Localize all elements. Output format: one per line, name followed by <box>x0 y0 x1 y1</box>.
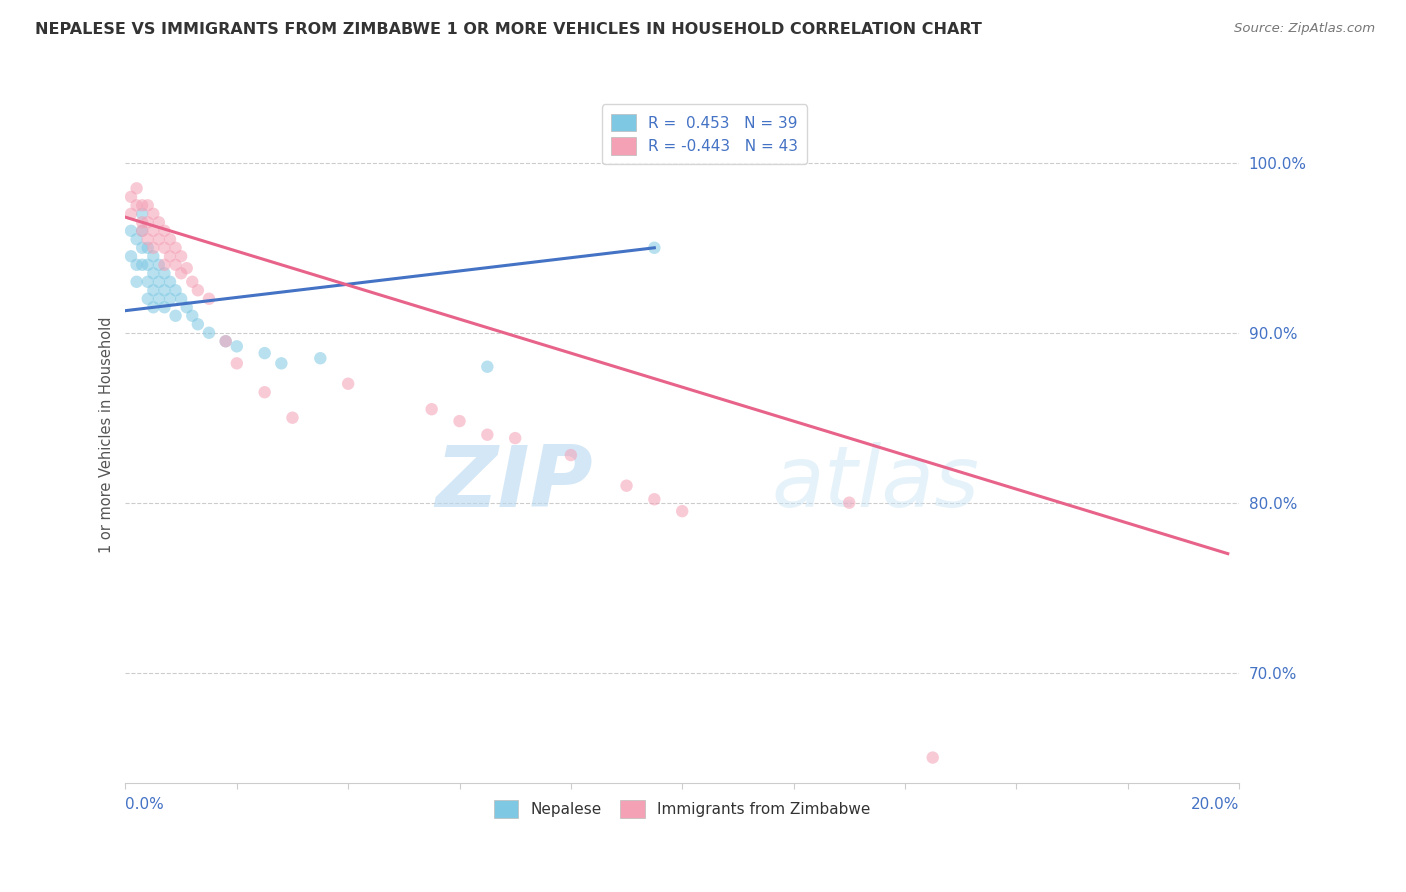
Point <box>125 232 148 246</box>
Point <box>921 750 943 764</box>
Text: Source: ZipAtlas.com: Source: ZipAtlas.com <box>1234 22 1375 36</box>
Point <box>148 215 170 229</box>
Point <box>225 356 247 370</box>
Point <box>165 241 187 255</box>
Point <box>165 309 187 323</box>
Point <box>131 207 153 221</box>
Point <box>142 300 165 314</box>
Point <box>165 258 187 272</box>
Point <box>136 258 159 272</box>
Point <box>215 334 238 349</box>
Point <box>148 292 170 306</box>
Point <box>181 275 204 289</box>
Point <box>136 215 159 229</box>
Point <box>148 275 170 289</box>
Point <box>142 283 165 297</box>
Text: atlas: atlas <box>772 442 979 525</box>
Point <box>131 258 153 272</box>
Point <box>125 275 148 289</box>
Point <box>337 376 360 391</box>
Point <box>477 427 499 442</box>
Text: 0.0%: 0.0% <box>125 797 165 812</box>
Point <box>560 448 582 462</box>
Point <box>148 232 170 246</box>
Point <box>643 241 665 255</box>
Point <box>131 215 153 229</box>
Point <box>142 249 165 263</box>
Point <box>449 414 471 428</box>
Point <box>120 207 142 221</box>
Point <box>148 258 170 272</box>
Point <box>131 198 153 212</box>
Point <box>170 292 193 306</box>
Point <box>187 283 209 297</box>
Point <box>125 258 148 272</box>
Point <box>125 181 148 195</box>
Point <box>136 241 159 255</box>
Point <box>136 232 159 246</box>
Point <box>838 496 860 510</box>
Legend: Nepalese, Immigrants from Zimbabwe: Nepalese, Immigrants from Zimbabwe <box>488 794 876 824</box>
Point <box>120 190 142 204</box>
Point <box>153 258 176 272</box>
Point <box>187 318 209 332</box>
Point <box>165 283 187 297</box>
Point <box>176 300 198 314</box>
Point <box>131 224 153 238</box>
Point <box>153 283 176 297</box>
Point <box>477 359 499 374</box>
Point <box>153 241 176 255</box>
Text: 20.0%: 20.0% <box>1191 797 1239 812</box>
Point <box>281 410 304 425</box>
Point <box>181 309 204 323</box>
Point <box>142 266 165 280</box>
Point <box>198 326 221 340</box>
Point <box>270 356 292 370</box>
Point <box>120 249 142 263</box>
Point <box>225 339 247 353</box>
Point <box>125 198 148 212</box>
Point <box>309 351 332 366</box>
Point <box>131 241 153 255</box>
Text: NEPALESE VS IMMIGRANTS FROM ZIMBABWE 1 OR MORE VEHICLES IN HOUSEHOLD CORRELATION: NEPALESE VS IMMIGRANTS FROM ZIMBABWE 1 O… <box>35 22 981 37</box>
Point <box>159 249 181 263</box>
Point <box>159 232 181 246</box>
Point <box>503 431 526 445</box>
Point <box>253 385 276 400</box>
Point <box>142 207 165 221</box>
Point <box>420 402 443 417</box>
Point <box>170 266 193 280</box>
Point <box>120 224 142 238</box>
Text: ZIP: ZIP <box>436 442 593 525</box>
Point <box>159 292 181 306</box>
Point <box>643 492 665 507</box>
Point <box>170 249 193 263</box>
Point <box>176 261 198 276</box>
Point <box>616 478 638 492</box>
Point <box>153 266 176 280</box>
Point <box>131 224 153 238</box>
Point <box>142 241 165 255</box>
Point <box>153 300 176 314</box>
Point <box>136 275 159 289</box>
Point <box>136 198 159 212</box>
Point <box>198 292 221 306</box>
Y-axis label: 1 or more Vehicles in Household: 1 or more Vehicles in Household <box>100 317 114 553</box>
Point <box>153 224 176 238</box>
Point <box>671 504 693 518</box>
Point <box>215 334 238 349</box>
Point <box>142 224 165 238</box>
Point <box>253 346 276 360</box>
Point <box>159 275 181 289</box>
Point <box>136 292 159 306</box>
